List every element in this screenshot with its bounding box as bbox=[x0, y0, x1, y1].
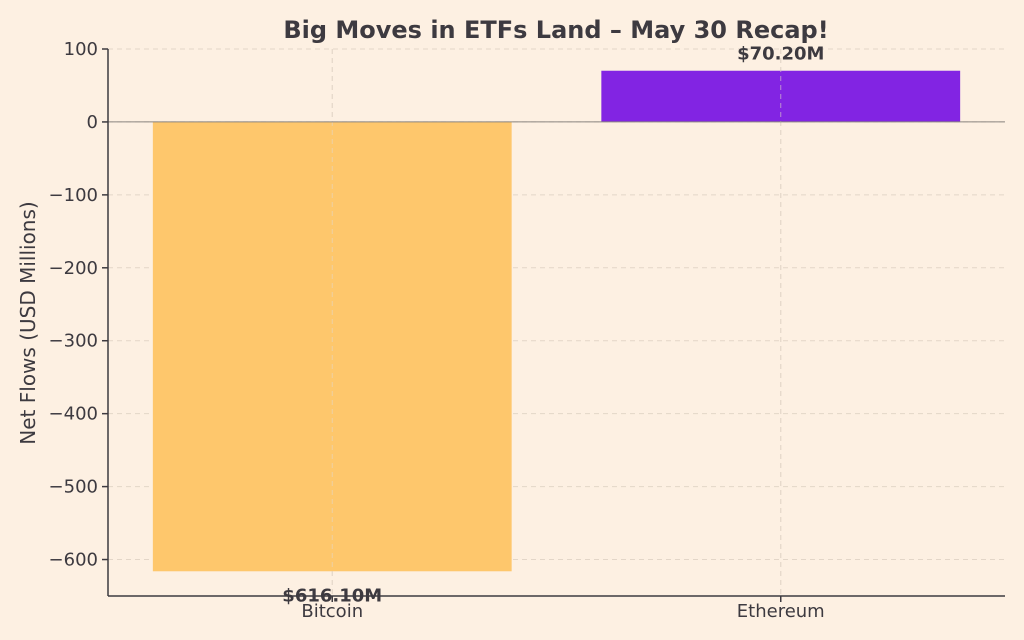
labels-layer: $616.10M $70.20M bbox=[282, 44, 824, 607]
y-tick-label: −200 bbox=[49, 258, 98, 279]
chart-title: Big Moves in ETFs Land – May 30 Recap! bbox=[283, 16, 828, 44]
y-tick-label: −600 bbox=[49, 550, 98, 571]
x-tick-label: Ethereum bbox=[737, 601, 825, 622]
bars-layer bbox=[152, 49, 961, 596]
x-tick-label: Bitcoin bbox=[301, 601, 363, 622]
ticks-layer: 100 0 −100 −200 −300 −400 −500 −600 Bitcoin Ether… bbox=[49, 39, 825, 622]
y-tick-label: −100 bbox=[49, 185, 98, 206]
y-axis-label: Net Flows (USD Millions) bbox=[16, 201, 40, 444]
data-label-ethereum: $70.20M bbox=[737, 44, 824, 65]
y-tick-label: −300 bbox=[49, 331, 98, 352]
data-label-bitcoin: $616.10M bbox=[282, 585, 382, 606]
y-tick-label: −400 bbox=[49, 404, 98, 425]
y-tick-label: 0 bbox=[87, 112, 98, 133]
y-tick-label: 100 bbox=[64, 39, 98, 60]
axes-layer bbox=[107, 49, 1005, 597]
y-tick-label: −500 bbox=[49, 477, 98, 498]
